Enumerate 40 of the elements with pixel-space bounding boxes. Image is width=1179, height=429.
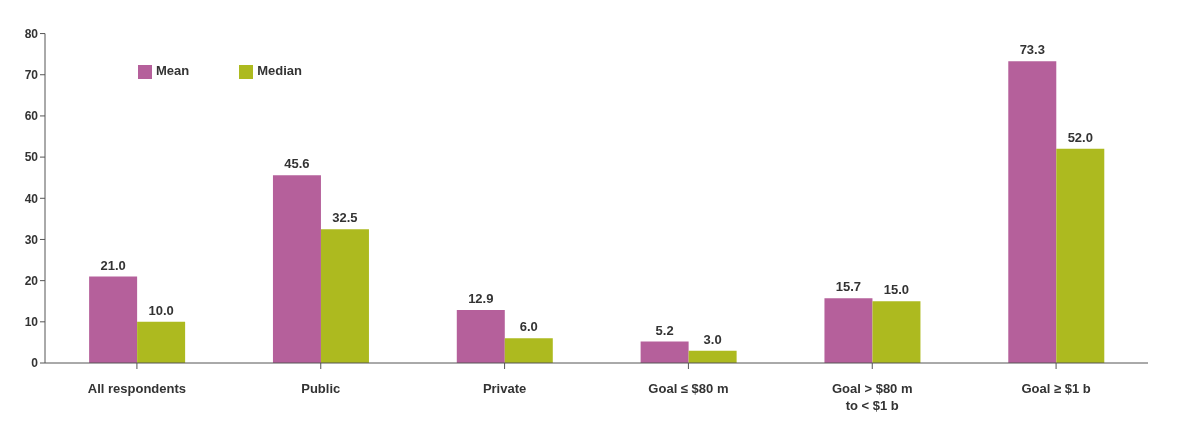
y-tick-label: 40 xyxy=(24,191,39,206)
y-tick-label: 50 xyxy=(24,150,39,165)
x-tick-label: Private xyxy=(482,381,527,396)
bar xyxy=(320,229,369,363)
data-label: 12.9 xyxy=(468,290,494,306)
y-tick-label: 0 xyxy=(31,356,39,371)
y-tick-label: 20 xyxy=(24,273,39,288)
x-tick-label: Goal > $80 m to < $1 b xyxy=(831,381,913,413)
data-label: 52.0 xyxy=(1067,129,1093,145)
y-tick-label: 70 xyxy=(24,68,39,82)
bar xyxy=(89,276,138,363)
y-tick-label: 80 xyxy=(24,26,39,41)
data-label: 15.0 xyxy=(883,282,910,298)
bar xyxy=(1056,148,1105,363)
data-label: 21.0 xyxy=(100,257,126,273)
x-tick-label: Goal ≤ $80 m xyxy=(648,381,729,396)
legend-label: Median xyxy=(257,63,303,78)
data-label: 3.0 xyxy=(703,331,722,347)
data-label: 32.5 xyxy=(332,210,358,226)
bar xyxy=(456,309,505,363)
data-label: 5.2 xyxy=(655,322,674,338)
x-tick-label: All respondents xyxy=(87,381,187,396)
y-tick-label: 60 xyxy=(24,109,39,124)
bar xyxy=(504,338,553,363)
bar xyxy=(640,341,689,363)
bar xyxy=(1008,61,1057,363)
bar xyxy=(137,321,186,363)
x-tick-label: Goal ≥ $1 b xyxy=(1021,381,1091,396)
data-label: 15.7 xyxy=(835,279,862,295)
data-label: 73.3 xyxy=(1019,42,1045,58)
y-tick-label: 10 xyxy=(24,315,39,330)
bar xyxy=(272,175,321,363)
data-label: 6.0 xyxy=(519,319,538,335)
bar xyxy=(824,298,873,363)
data-label: 10.0 xyxy=(148,302,174,318)
legend-label: Mean xyxy=(156,63,190,78)
bar xyxy=(872,301,921,363)
y-tick-label: 30 xyxy=(24,232,39,247)
x-tick-label: Public xyxy=(301,381,341,396)
data-label: 45.6 xyxy=(284,156,310,172)
